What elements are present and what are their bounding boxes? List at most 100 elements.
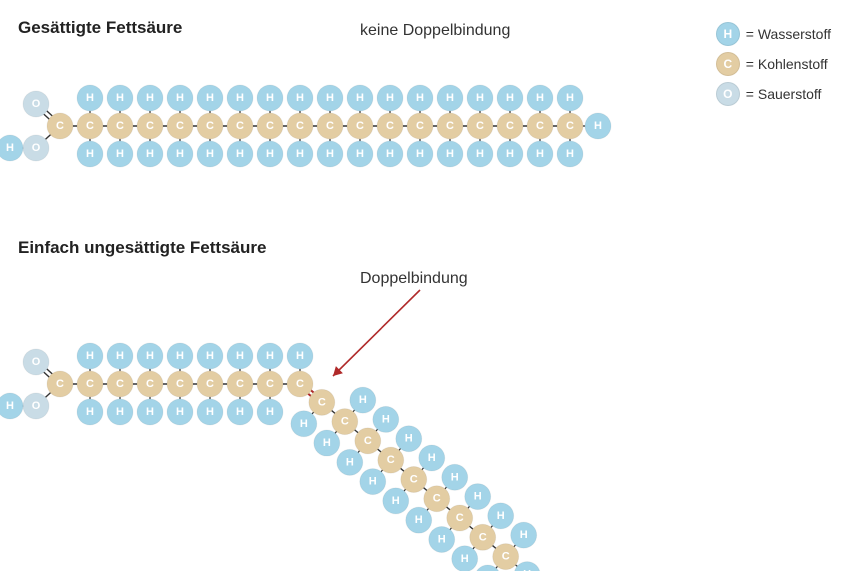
svg-text:H: H bbox=[300, 418, 308, 430]
svg-text:H: H bbox=[236, 350, 244, 362]
svg-text:H: H bbox=[266, 92, 274, 104]
svg-text:C: C bbox=[266, 378, 274, 390]
svg-text:C: C bbox=[176, 120, 184, 132]
svg-text:H: H bbox=[206, 350, 214, 362]
svg-text:H: H bbox=[236, 92, 244, 104]
svg-text:H: H bbox=[266, 148, 274, 160]
svg-text:H: H bbox=[476, 92, 484, 104]
svg-text:C: C bbox=[364, 435, 372, 447]
svg-text:H: H bbox=[296, 148, 304, 160]
svg-text:H: H bbox=[86, 350, 94, 362]
svg-text:O: O bbox=[32, 142, 41, 154]
svg-text:H: H bbox=[176, 350, 184, 362]
svg-text:C: C bbox=[56, 120, 64, 132]
svg-text:C: C bbox=[456, 512, 464, 524]
svg-text:H: H bbox=[536, 92, 544, 104]
svg-text:H: H bbox=[428, 452, 436, 464]
svg-text:H: H bbox=[461, 553, 469, 565]
svg-text:C: C bbox=[236, 120, 244, 132]
svg-text:C: C bbox=[502, 551, 510, 563]
svg-text:C: C bbox=[416, 120, 424, 132]
svg-text:H: H bbox=[506, 148, 514, 160]
svg-text:C: C bbox=[446, 120, 454, 132]
svg-text:C: C bbox=[266, 120, 274, 132]
svg-text:C: C bbox=[176, 378, 184, 390]
svg-text:H: H bbox=[594, 120, 602, 132]
svg-text:C: C bbox=[318, 396, 326, 408]
svg-text:H: H bbox=[206, 92, 214, 104]
svg-text:H: H bbox=[266, 350, 274, 362]
svg-text:C: C bbox=[410, 473, 418, 485]
svg-text:C: C bbox=[356, 120, 364, 132]
svg-text:C: C bbox=[433, 493, 441, 505]
svg-text:H: H bbox=[146, 350, 154, 362]
svg-text:H: H bbox=[206, 406, 214, 418]
svg-text:C: C bbox=[387, 454, 395, 466]
svg-text:H: H bbox=[116, 406, 124, 418]
svg-text:H: H bbox=[116, 350, 124, 362]
svg-text:H: H bbox=[346, 456, 354, 468]
svg-text:H: H bbox=[451, 471, 459, 483]
svg-text:H: H bbox=[116, 148, 124, 160]
svg-text:C: C bbox=[116, 378, 124, 390]
svg-text:C: C bbox=[296, 378, 304, 390]
diagram-canvas: OOHHHHHHHHHHHHHHHHHHHHHHHHHHHHHHHHHHHHCC… bbox=[0, 0, 853, 571]
svg-text:H: H bbox=[296, 350, 304, 362]
svg-text:C: C bbox=[206, 120, 214, 132]
svg-text:C: C bbox=[146, 378, 154, 390]
svg-text:C: C bbox=[146, 120, 154, 132]
svg-text:H: H bbox=[86, 92, 94, 104]
svg-text:H: H bbox=[416, 92, 424, 104]
svg-text:H: H bbox=[438, 533, 446, 545]
svg-text:H: H bbox=[566, 148, 574, 160]
svg-text:H: H bbox=[382, 413, 390, 425]
svg-text:H: H bbox=[176, 148, 184, 160]
svg-text:C: C bbox=[386, 120, 394, 132]
svg-text:C: C bbox=[116, 120, 124, 132]
svg-text:C: C bbox=[236, 378, 244, 390]
svg-text:H: H bbox=[6, 400, 14, 412]
svg-text:H: H bbox=[176, 92, 184, 104]
svg-text:C: C bbox=[86, 120, 94, 132]
svg-text:H: H bbox=[369, 476, 377, 488]
svg-text:H: H bbox=[323, 437, 331, 449]
svg-text:H: H bbox=[520, 529, 528, 541]
svg-text:C: C bbox=[86, 378, 94, 390]
svg-text:H: H bbox=[474, 491, 482, 503]
svg-text:C: C bbox=[536, 120, 544, 132]
svg-text:C: C bbox=[566, 120, 574, 132]
svg-text:C: C bbox=[326, 120, 334, 132]
svg-text:H: H bbox=[326, 92, 334, 104]
svg-text:H: H bbox=[176, 406, 184, 418]
svg-text:H: H bbox=[566, 92, 574, 104]
svg-text:O: O bbox=[32, 356, 41, 368]
svg-text:H: H bbox=[236, 148, 244, 160]
svg-text:C: C bbox=[56, 378, 64, 390]
svg-text:H: H bbox=[86, 406, 94, 418]
svg-text:H: H bbox=[356, 92, 364, 104]
svg-text:H: H bbox=[386, 92, 394, 104]
svg-text:C: C bbox=[341, 416, 349, 428]
svg-text:H: H bbox=[506, 92, 514, 104]
svg-text:H: H bbox=[86, 148, 94, 160]
svg-text:H: H bbox=[536, 148, 544, 160]
svg-text:O: O bbox=[32, 98, 41, 110]
svg-text:H: H bbox=[146, 406, 154, 418]
svg-text:H: H bbox=[446, 92, 454, 104]
svg-text:H: H bbox=[392, 495, 400, 507]
svg-text:H: H bbox=[386, 148, 394, 160]
svg-text:H: H bbox=[497, 510, 505, 522]
svg-text:H: H bbox=[266, 406, 274, 418]
svg-text:C: C bbox=[206, 378, 214, 390]
svg-text:H: H bbox=[476, 148, 484, 160]
svg-text:C: C bbox=[296, 120, 304, 132]
svg-text:C: C bbox=[506, 120, 514, 132]
svg-text:H: H bbox=[116, 92, 124, 104]
svg-text:H: H bbox=[359, 394, 367, 406]
svg-text:H: H bbox=[206, 148, 214, 160]
svg-text:C: C bbox=[479, 531, 487, 543]
svg-text:H: H bbox=[236, 406, 244, 418]
svg-text:H: H bbox=[415, 514, 423, 526]
svg-text:H: H bbox=[446, 148, 454, 160]
svg-text:H: H bbox=[326, 148, 334, 160]
